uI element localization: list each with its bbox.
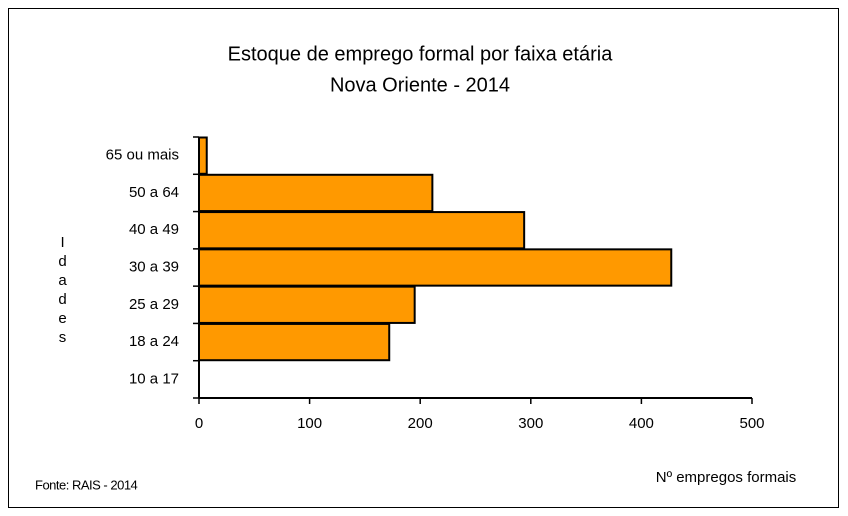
bar [198,173,434,213]
x-tick-label: 100 [297,415,322,432]
bar [198,211,526,250]
y-tick-label: 50 a 64 [129,184,179,201]
y-tick-label: 40 a 49 [129,221,179,238]
chart-title: Estoque de emprego formal por faixa etár… [228,43,614,65]
x-tick-label: 300 [518,415,543,432]
bar [198,248,673,287]
x-tick-label: 500 [739,415,764,432]
bar [198,136,208,175]
y-axis-label: Idades [54,234,71,348]
y-tick-label: 10 a 17 [129,370,179,387]
x-tick-label: 200 [408,415,433,432]
bar [198,322,391,362]
chart-subtitle: Nova Oriente - 2014 [330,74,510,96]
y-tick-label: 18 a 24 [129,333,179,350]
y-tick-label: 65 ou mais [106,147,179,164]
y-tick-label: 25 a 29 [129,296,179,313]
y-tick-label: 30 a 39 [129,258,179,275]
bar [198,285,416,324]
x-tick-label: 400 [629,415,654,432]
x-axis-label: Nº empregos formais [656,469,797,486]
source-note: Fonte: RAIS - 2014 [35,477,138,492]
x-tick-label: 0 [195,415,203,432]
